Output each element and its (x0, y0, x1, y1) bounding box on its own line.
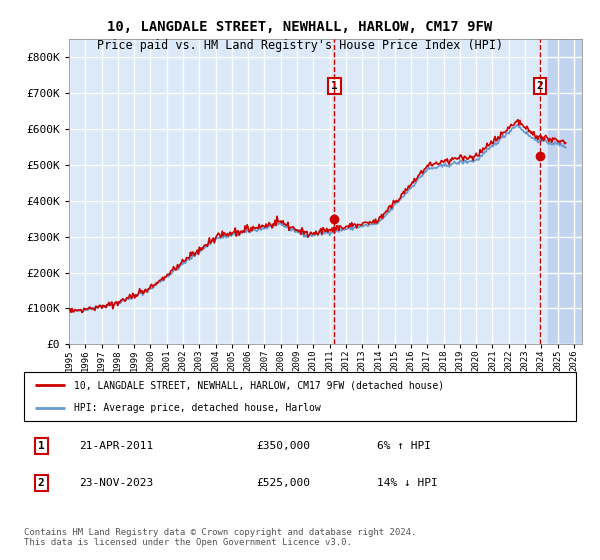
Text: 14% ↓ HPI: 14% ↓ HPI (377, 478, 438, 488)
Text: 2: 2 (536, 81, 543, 91)
Text: 21-APR-2011: 21-APR-2011 (79, 441, 154, 451)
Text: 10, LANGDALE STREET, NEWHALL, HARLOW, CM17 9FW: 10, LANGDALE STREET, NEWHALL, HARLOW, CM… (107, 20, 493, 34)
Bar (548, 39, 584, 344)
Text: 6% ↑ HPI: 6% ↑ HPI (377, 441, 431, 451)
Text: 23-NOV-2023: 23-NOV-2023 (79, 478, 154, 488)
Text: Price paid vs. HM Land Registry's House Price Index (HPI): Price paid vs. HM Land Registry's House … (97, 39, 503, 52)
Text: £525,000: £525,000 (256, 478, 310, 488)
Text: Contains HM Land Registry data © Crown copyright and database right 2024.
This d: Contains HM Land Registry data © Crown c… (24, 528, 416, 547)
Text: 2: 2 (38, 478, 44, 488)
Text: HPI: Average price, detached house, Harlow: HPI: Average price, detached house, Harl… (74, 403, 320, 413)
Text: 1: 1 (331, 81, 338, 91)
Text: £350,000: £350,000 (256, 441, 310, 451)
Text: 1: 1 (38, 441, 44, 451)
FancyBboxPatch shape (24, 372, 576, 421)
Text: 10, LANGDALE STREET, NEWHALL, HARLOW, CM17 9FW (detached house): 10, LANGDALE STREET, NEWHALL, HARLOW, CM… (74, 380, 444, 390)
